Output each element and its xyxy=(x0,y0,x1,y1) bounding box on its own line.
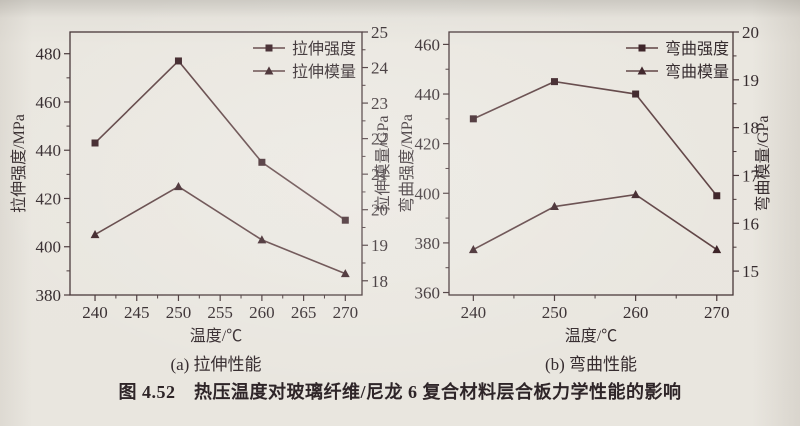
y-left-tick-label: 460 xyxy=(36,93,62,112)
legend-label: 拉伸强度 xyxy=(292,40,356,58)
chart-subtitle: (b) 弯曲性能 xyxy=(545,355,637,374)
y-left-tick-label: 360 xyxy=(415,284,441,303)
x-tick-label: 265 xyxy=(291,303,317,322)
charts-canvas: 240 245 250 255 260 265 270 380 400 420 440 460 480 1… xyxy=(10,23,772,374)
series-line-modulus xyxy=(94,185,346,275)
triangle-marker xyxy=(264,66,274,75)
chart-b: 240 250 260 270 360 380 400 420 440 460 15 16 17 18 19… xyxy=(398,23,772,374)
series-line-strength xyxy=(94,59,346,221)
y-right-tick-label: 20 xyxy=(742,23,759,42)
triangle-marker xyxy=(174,182,183,191)
square-marker xyxy=(638,44,646,52)
legend-label: 弯曲模量 xyxy=(665,63,729,81)
y-left-tick-label: 420 xyxy=(36,189,62,208)
y-right-tick-label: 19 xyxy=(371,236,388,255)
y-left-tick-label: 480 xyxy=(36,45,62,64)
y-right-tick-label: 18 xyxy=(371,272,388,291)
square-marker xyxy=(91,139,99,147)
triangle-marker xyxy=(257,235,267,244)
x-tick-label: 260 xyxy=(249,303,275,322)
y-left-axis-title: 弯曲强度/MPa xyxy=(398,114,416,213)
square-marker xyxy=(713,192,721,200)
y-left-tick-label: 380 xyxy=(415,234,441,253)
triangle-marker xyxy=(468,244,478,254)
triangle-marker xyxy=(550,201,559,211)
x-tick-label: 250 xyxy=(542,303,568,322)
y-left-tick-label: 400 xyxy=(415,184,441,203)
plot-border xyxy=(69,31,363,296)
x-tick-label: 240 xyxy=(82,303,108,322)
series-line-modulus xyxy=(472,193,718,251)
y-right-tick-label: 25 xyxy=(371,23,388,42)
square-marker xyxy=(341,216,349,224)
x-tick-label: 270 xyxy=(704,303,730,322)
series-line-strength xyxy=(473,80,718,197)
y-left-tick-label: 440 xyxy=(36,141,62,160)
square-marker xyxy=(550,78,558,86)
triangle-marker xyxy=(631,189,641,199)
plot-border xyxy=(448,31,734,296)
y-left-tick-label: 420 xyxy=(415,135,441,154)
y-right-tick-label: 17 xyxy=(742,166,760,185)
x-tick-label: 270 xyxy=(333,303,359,322)
legend-label: 拉伸模量 xyxy=(292,63,356,81)
y-right-tick-label: 15 xyxy=(742,262,759,281)
y-right-tick-label: 21 xyxy=(371,165,388,184)
chart-subtitle: (a) 拉伸性能 xyxy=(170,355,261,374)
square-marker xyxy=(469,115,477,123)
y-right-tick-label: 20 xyxy=(371,201,388,220)
x-tick-label: 255 xyxy=(207,303,233,322)
x-tick-label: 240 xyxy=(461,303,487,322)
x-axis-title: 温度/℃ xyxy=(565,327,617,345)
y-right-tick-label: 22 xyxy=(371,130,388,149)
triangle-marker xyxy=(712,244,722,254)
square-marker xyxy=(632,90,640,98)
x-tick-label: 245 xyxy=(124,303,150,322)
square-marker xyxy=(265,44,273,52)
x-axis-title: 温度/℃ xyxy=(190,327,242,345)
x-tick-label: 260 xyxy=(623,303,649,322)
y-left-tick-label: 380 xyxy=(36,286,62,305)
triangle-marker xyxy=(90,229,100,239)
y-right-tick-label: 18 xyxy=(742,119,759,138)
triangle-marker xyxy=(637,66,647,75)
legend-label: 弯曲强度 xyxy=(665,40,729,58)
y-right-tick-label: 19 xyxy=(742,71,759,90)
y-right-tick-label: 24 xyxy=(371,59,389,78)
square-marker xyxy=(258,158,266,166)
y-right-axis-title: 弯曲模量/GPa xyxy=(754,115,772,211)
chart-a: 240 245 250 255 260 265 270 380 400 420 440 460 480 1… xyxy=(10,23,392,374)
y-right-axis-title: 拉伸模量/GPa xyxy=(374,115,392,211)
y-left-tick-label: 400 xyxy=(36,238,62,257)
y-left-axis-title: 拉伸强度/MPa xyxy=(10,114,28,213)
figure-caption: 图 4.52 热压温度对玻璃纤维/尼龙 6 复合材料层合板力学性能的影响 xyxy=(118,382,682,402)
triangle-marker xyxy=(340,269,350,278)
y-right-tick-label: 23 xyxy=(371,94,388,113)
square-marker xyxy=(174,57,182,65)
y-right-tick-label: 16 xyxy=(742,214,759,233)
y-left-tick-label: 460 xyxy=(415,35,441,54)
y-left-tick-label: 440 xyxy=(415,85,441,104)
x-tick-label: 250 xyxy=(166,303,192,322)
